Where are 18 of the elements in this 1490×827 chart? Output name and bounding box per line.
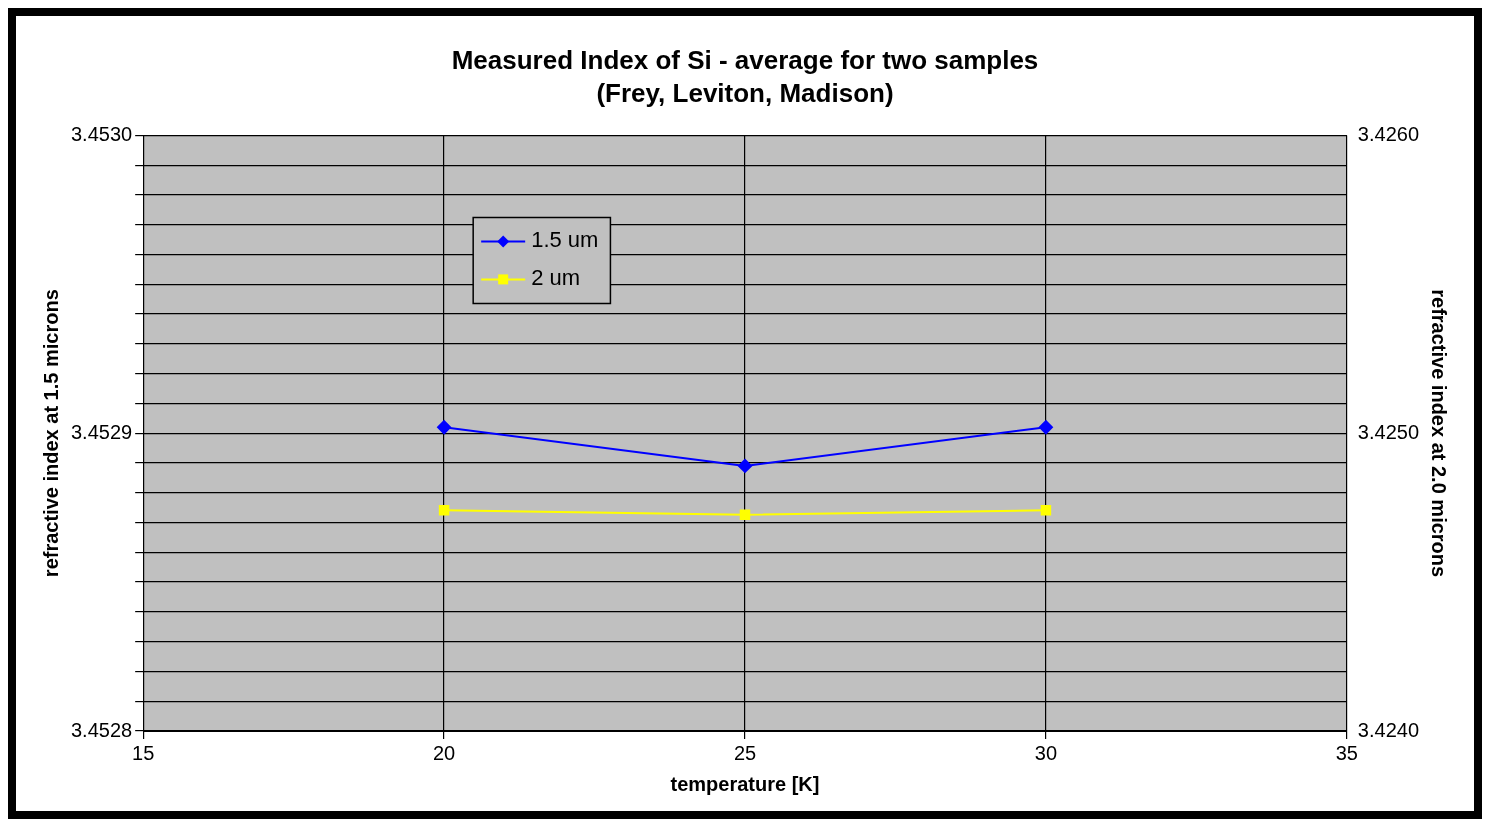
chart-title: Measured Index of Si - average for two samples <box>451 44 1039 75</box>
y-tick-label: 3.4529 <box>71 420 133 443</box>
y2-tick-label: 3.4240 <box>1357 718 1419 741</box>
y-axis-title: refractive index at 1.5 microns <box>39 289 62 578</box>
y2-tick-label: 3.4260 <box>1357 122 1419 145</box>
y2-axis-title: refractive index at 2.0 microns <box>1428 289 1451 578</box>
x-axis-title: temperature [K] <box>670 772 820 795</box>
y-tick-label: 3.4530 <box>71 122 133 145</box>
x-tick-label: 15 <box>132 741 155 764</box>
x-tick-label: 35 <box>1335 741 1358 764</box>
chart-subtitle: (Frey, Leviton, Madison) <box>596 77 894 108</box>
x-tick-label: 20 <box>432 741 456 764</box>
y2-tick-label: 3.4250 <box>1357 420 1419 443</box>
x-tick-label: 30 <box>1034 741 1058 764</box>
legend-label: 2 um <box>531 265 581 291</box>
legend-label: 1.5 um <box>531 227 599 253</box>
x-tick-label: 25 <box>733 741 757 764</box>
y-tick-label: 3.4528 <box>71 718 133 741</box>
